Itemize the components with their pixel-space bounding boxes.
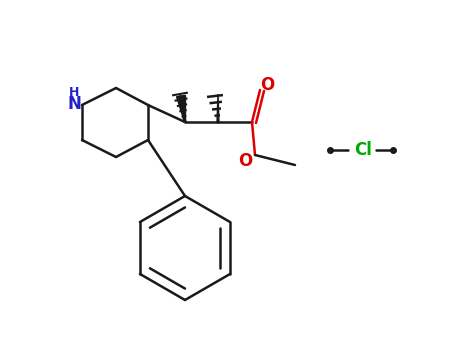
Text: Cl: Cl [354,141,372,159]
Polygon shape [180,94,186,122]
Polygon shape [177,95,186,122]
Text: O: O [260,76,274,94]
Polygon shape [217,94,219,122]
Text: H: H [69,85,79,98]
Text: N: N [67,95,81,113]
Text: O: O [238,152,252,170]
